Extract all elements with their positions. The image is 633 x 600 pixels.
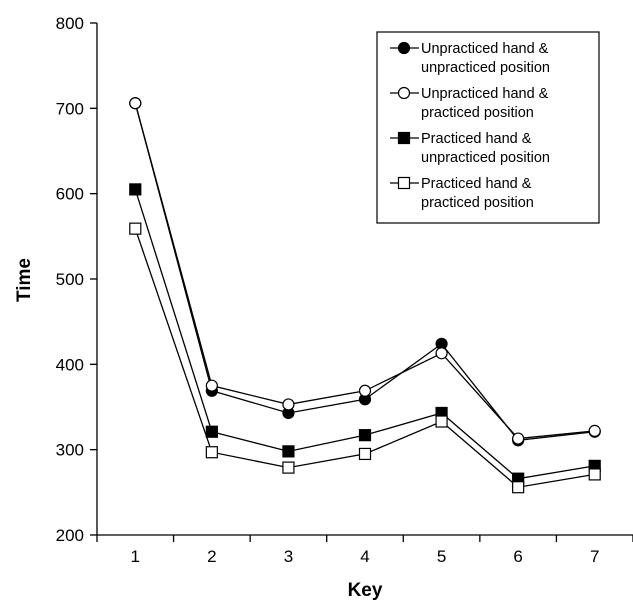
data-point bbox=[588, 468, 601, 481]
legend-label: Unpracticed hand & unpracticed position bbox=[421, 41, 550, 76]
data-point bbox=[358, 447, 372, 461]
x-tick-label: 3 bbox=[284, 547, 293, 566]
data-point bbox=[129, 222, 142, 235]
y-tick-label: 500 bbox=[56, 270, 84, 289]
legend-item: Unpracticed hand & practiced position bbox=[390, 86, 549, 121]
series-layer bbox=[129, 97, 601, 494]
data-point bbox=[435, 347, 448, 360]
data-point bbox=[358, 429, 372, 442]
ticks: 200 300 400 500 600 700 800 1 2 3 4 5 6 7 bbox=[56, 14, 633, 566]
data-point bbox=[588, 424, 601, 437]
data-point bbox=[205, 379, 218, 392]
y-axis-title: Time bbox=[14, 258, 35, 302]
legend-item: Practiced hand & practiced position bbox=[390, 176, 534, 211]
series-4 bbox=[129, 222, 601, 494]
data-point bbox=[282, 461, 295, 474]
x-tick-label: 1 bbox=[131, 547, 140, 566]
legend-marker bbox=[397, 131, 411, 145]
y-tick-label: 400 bbox=[56, 355, 84, 374]
legend-item: Practiced hand & unpracticed position bbox=[390, 131, 550, 166]
legend-item: Unpracticed hand & unpracticed position bbox=[390, 41, 550, 76]
x-tick-label: 6 bbox=[513, 547, 522, 566]
x-axis-title: Key bbox=[348, 580, 383, 600]
data-point bbox=[282, 445, 295, 458]
legend-label: Unpracticed hand & practiced position bbox=[421, 86, 549, 121]
series-3 bbox=[129, 183, 601, 485]
legend: Unpracticed hand & unpracticed position Un… bbox=[376, 31, 600, 224]
data-point bbox=[435, 415, 448, 428]
data-point bbox=[358, 384, 372, 397]
x-tick-label: 5 bbox=[437, 547, 446, 566]
y-tick-label: 200 bbox=[56, 526, 84, 545]
x-tick-label: 4 bbox=[360, 547, 369, 566]
y-tick-label: 300 bbox=[56, 441, 84, 460]
legend-box bbox=[376, 31, 600, 224]
data-point bbox=[512, 432, 525, 445]
data-point bbox=[129, 183, 142, 196]
legend-label: Practiced hand & practiced position bbox=[421, 176, 534, 211]
data-point bbox=[205, 425, 218, 438]
x-tick-label: 7 bbox=[590, 547, 599, 566]
legend-marker bbox=[397, 176, 411, 190]
data-point bbox=[205, 446, 218, 459]
x-tick-label: 2 bbox=[207, 547, 216, 566]
data-point bbox=[512, 481, 525, 494]
legend-marker bbox=[397, 86, 411, 100]
data-point bbox=[129, 97, 142, 110]
y-tick-label: 800 bbox=[56, 14, 84, 33]
legend-label: Practiced hand & unpracticed position bbox=[421, 131, 550, 166]
legend-marker bbox=[397, 41, 411, 55]
y-tick-label: 700 bbox=[56, 99, 84, 118]
data-point bbox=[282, 398, 295, 411]
y-tick-label: 600 bbox=[56, 185, 84, 204]
series-2 bbox=[129, 97, 601, 445]
